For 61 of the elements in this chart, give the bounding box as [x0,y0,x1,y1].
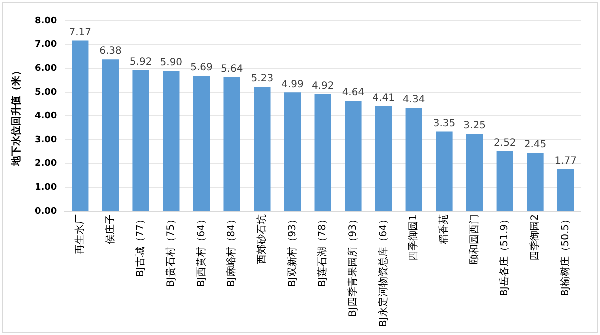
bar [163,71,180,211]
y-tick-label: 4.00 [34,112,58,122]
y-tick-label: 2.00 [34,159,58,170]
bar [496,151,514,211]
data-label: 2.45 [524,140,547,151]
data-label: 4.34 [402,94,426,106]
bar [345,100,362,211]
data-label: 4.41 [372,93,395,104]
y-axis-title: 地下水位回升值（米） [10,66,23,168]
x-tick-label: BJ双新村（93） [286,214,298,288]
x-tick-label: 四季御园2 [529,214,542,261]
x-tick-label: BJ莲石湖（78） [316,214,329,288]
bar [132,70,150,211]
bar [102,60,120,211]
data-label: 3.25 [464,120,486,132]
x-tick-label: BJ贵石村（75） [164,214,177,288]
bar [527,153,544,211]
data-label: 2.52 [494,138,516,150]
y-tick-label: 0.00 [34,206,58,217]
data-label: 3.35 [433,118,456,130]
y-tick-label: 1.00 [34,183,58,193]
x-tick-label: BJ西黄村（64） [195,214,208,288]
data-label: 4.92 [312,80,334,92]
bar [72,40,89,211]
data-label: 5.92 [130,57,152,68]
x-tick-label: BJ古城（77） [134,214,147,278]
x-tick-label: BJ四季青果园所（93） [347,214,360,318]
x-tick-label: 西郊砂石坑 [256,214,268,264]
bar [557,169,574,211]
x-tick-label: 侯庄子 [104,214,116,244]
data-label: 5.23 [251,74,274,85]
data-label: 4.99 [282,79,304,90]
x-tick-label: BJ岳各庄（51.9） [498,214,511,297]
bar [466,134,484,211]
data-label: 5.90 [160,58,183,69]
y-tick-label: 8.00 [34,16,58,26]
data-label: 5.69 [190,62,213,74]
y-tick-label: 7.00 [34,40,58,50]
bar [193,76,210,211]
x-tick-label: BJ永定河物资总库（64） [377,214,390,328]
bar [314,94,332,211]
x-tick-label: 再生水厂 [74,214,86,254]
y-tick-label: 5.00 [34,88,58,98]
data-label: 6.38 [100,46,122,58]
y-tick-label: 6.00 [34,64,58,74]
bar [375,106,392,211]
x-tick-label: 四季御园1 [408,214,420,261]
x-tick-label: 稻香苑 [438,214,450,244]
bar [284,92,302,211]
bar [224,77,240,211]
data-label: 7.17 [69,27,92,38]
x-tick-label: BJ麻峪村（84） [226,214,238,288]
bar [254,86,271,211]
data-label: 5.64 [220,64,244,75]
y-tick-label: 3.00 [34,135,58,146]
data-label: 1.77 [554,156,577,167]
bar [436,132,453,211]
bar [406,108,422,211]
x-tick-label: BJ榆树庄（50.5） [559,214,572,297]
x-tick-label: 颐和园西门 [468,214,480,264]
data-label: 4.64 [342,88,365,99]
